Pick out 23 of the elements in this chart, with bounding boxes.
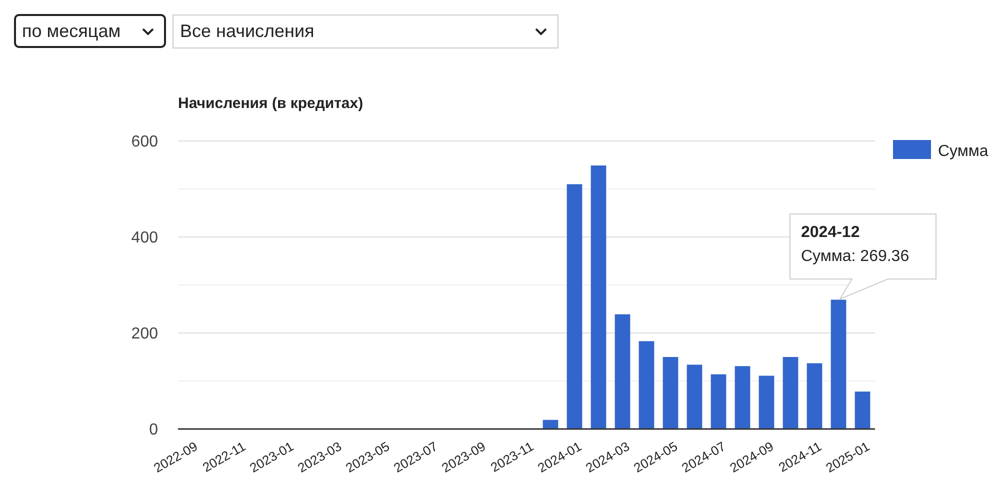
bar [638,341,654,429]
y-tick-label: 400 [131,230,158,247]
bar [686,364,702,429]
bar [614,314,630,429]
bar [830,300,846,429]
y-tick-label: 200 [131,326,158,343]
bar [734,366,750,429]
bar [806,363,822,429]
bar [710,374,726,429]
bar [782,357,798,429]
bar [542,420,558,429]
text: по месяцам [22,21,121,41]
legend-label: Сумма [938,143,988,160]
y-tick-label: 600 [131,134,158,151]
bar [590,165,606,429]
y-tick-label: 0 [149,422,158,439]
text: Все начисления [180,21,314,41]
bar [854,392,870,429]
bar [758,376,774,429]
bar [566,184,582,429]
chart-title: Начисления (в кредитах) [178,95,364,112]
annotation: 2024-12 Сумма: 269.36 [801,224,910,265]
bar [662,357,678,429]
